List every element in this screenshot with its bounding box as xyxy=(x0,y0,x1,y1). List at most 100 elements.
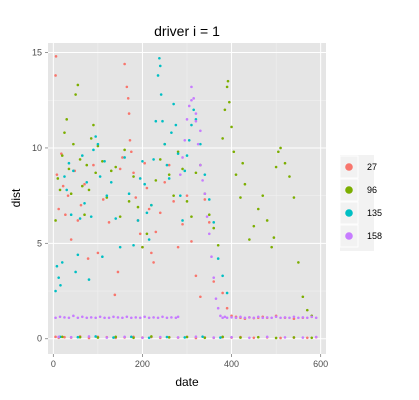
data-point xyxy=(72,314,75,318)
data-point xyxy=(279,336,282,340)
data-point xyxy=(239,336,242,339)
data-point xyxy=(141,336,144,340)
data-point xyxy=(172,194,175,197)
data-point xyxy=(154,179,158,182)
data-point xyxy=(203,198,207,201)
data-point xyxy=(54,219,57,222)
data-point xyxy=(101,198,105,201)
data-point xyxy=(185,194,189,197)
data-point xyxy=(60,261,64,264)
data-point xyxy=(63,335,66,339)
data-point xyxy=(165,163,169,167)
data-point xyxy=(270,316,273,320)
data-point xyxy=(190,85,193,89)
data-point xyxy=(292,196,296,199)
data-point xyxy=(216,257,220,260)
legend-key-135 xyxy=(345,209,353,217)
legend-key-27 xyxy=(345,163,353,171)
data-point xyxy=(103,316,106,320)
data-point xyxy=(274,315,278,319)
data-point xyxy=(158,64,162,68)
data-point xyxy=(190,98,193,102)
data-point xyxy=(274,165,278,169)
legend-key-158 xyxy=(345,232,353,240)
data-point xyxy=(147,316,151,320)
data-point xyxy=(243,316,247,320)
data-point xyxy=(116,316,120,319)
data-point xyxy=(225,316,229,320)
data-point xyxy=(66,194,70,197)
data-point xyxy=(116,270,120,274)
data-point xyxy=(183,169,187,173)
data-point xyxy=(109,180,113,184)
data-point xyxy=(190,215,193,218)
data-point xyxy=(57,335,60,339)
data-point xyxy=(141,245,144,249)
data-point xyxy=(145,232,149,236)
data-point xyxy=(256,335,260,339)
x-axis-ticks: 0 200 400 600 xyxy=(51,354,328,369)
data-point xyxy=(292,317,296,321)
data-point xyxy=(179,173,182,176)
data-point xyxy=(143,182,146,186)
legend: 27 96 135 158 xyxy=(339,155,382,251)
data-point xyxy=(65,188,69,192)
data-point xyxy=(221,137,224,140)
data-point xyxy=(279,146,282,150)
data-point xyxy=(105,196,109,199)
data-point xyxy=(130,335,133,339)
data-point xyxy=(181,222,184,226)
data-point xyxy=(154,119,158,123)
data-point xyxy=(170,316,173,319)
data-point xyxy=(74,270,77,274)
data-point xyxy=(114,165,118,169)
data-point xyxy=(199,129,202,133)
data-point xyxy=(130,150,133,154)
data-point xyxy=(194,118,198,121)
data-point xyxy=(190,240,193,243)
data-point xyxy=(239,315,242,319)
data-point xyxy=(76,83,80,87)
data-point xyxy=(87,188,91,192)
data-point xyxy=(138,232,142,236)
data-point xyxy=(277,150,280,154)
legend-label-135: 135 xyxy=(367,208,382,218)
data-point xyxy=(214,297,218,300)
data-point xyxy=(194,119,198,123)
data-point xyxy=(199,295,202,299)
data-point xyxy=(241,161,244,165)
data-point xyxy=(72,169,75,173)
data-point xyxy=(310,336,314,340)
data-point xyxy=(136,219,140,222)
data-point xyxy=(107,316,111,320)
data-point xyxy=(158,158,162,161)
legend-label-27: 27 xyxy=(367,162,377,172)
data-point xyxy=(248,336,251,340)
data-point xyxy=(203,173,207,176)
data-point xyxy=(58,188,62,192)
data-point xyxy=(136,205,140,209)
data-point xyxy=(205,215,209,218)
data-point xyxy=(194,112,198,115)
data-point xyxy=(54,289,57,293)
data-point xyxy=(147,336,151,340)
data-point xyxy=(69,213,73,217)
data-point xyxy=(165,316,169,320)
data-point xyxy=(223,315,227,319)
data-point xyxy=(85,316,89,320)
data-point xyxy=(252,336,256,340)
data-point xyxy=(72,142,75,146)
data-point xyxy=(128,139,132,142)
data-point xyxy=(152,158,155,161)
series-135-points xyxy=(54,56,229,340)
data-point xyxy=(252,316,256,320)
data-point xyxy=(167,163,171,167)
data-point xyxy=(221,274,224,278)
data-point xyxy=(64,213,67,217)
data-point xyxy=(161,119,164,123)
data-point xyxy=(126,97,130,100)
chart-title: driver i = 1 xyxy=(154,23,220,39)
data-point xyxy=(94,135,97,138)
data-point xyxy=(170,131,173,134)
